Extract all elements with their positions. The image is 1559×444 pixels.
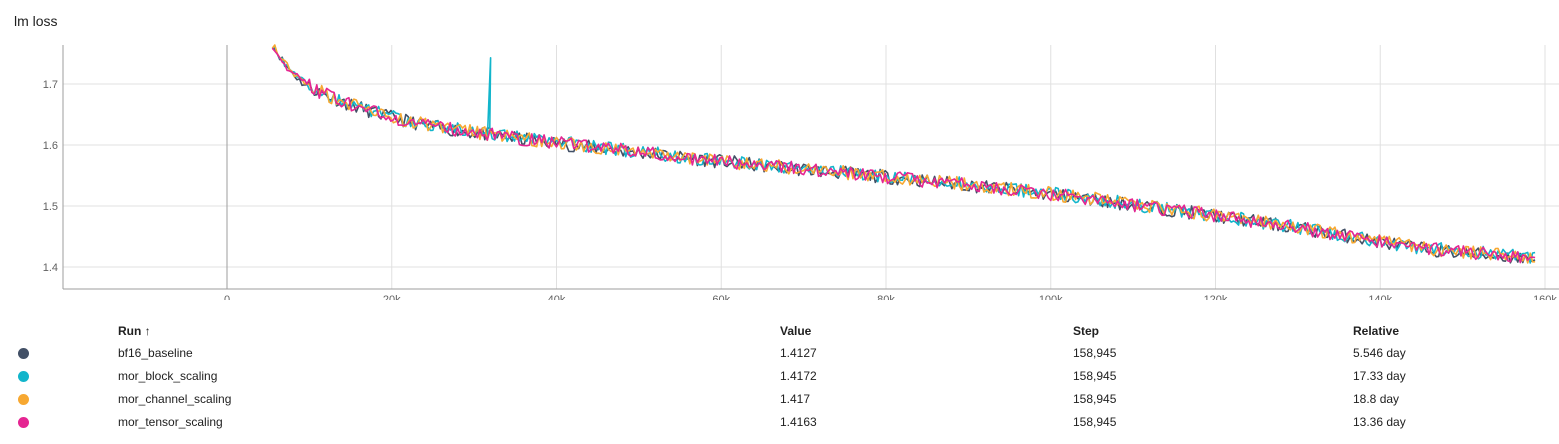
run-value: 1.4127 xyxy=(780,346,817,360)
run-name: mor_channel_scaling xyxy=(118,392,232,406)
run-color-swatch xyxy=(18,417,29,428)
table-row[interactable]: mor_channel_scaling 1.417 158,945 18.8 d… xyxy=(0,389,1559,411)
run-relative: 5.546 day xyxy=(1353,346,1406,360)
run-step: 158,945 xyxy=(1073,415,1117,429)
run-step: 158,945 xyxy=(1073,369,1117,383)
run-relative: 13.36 day xyxy=(1353,415,1406,429)
run-value: 1.417 xyxy=(780,392,811,406)
x-tick-label: 60k xyxy=(712,294,730,300)
run-name: mor_tensor_scaling xyxy=(118,415,223,429)
run-step: 158,945 xyxy=(1073,346,1117,360)
series-line-mor_channel_scaling xyxy=(271,44,1536,264)
chart-title: lm loss xyxy=(14,13,58,29)
x-tick-label: 20k xyxy=(383,294,401,300)
header-run[interactable]: Run ↑ xyxy=(118,324,151,338)
series-line-mor_tensor_scaling xyxy=(271,47,1536,264)
series-line-bf16_baseline xyxy=(272,47,1536,264)
x-tick-label: 0 xyxy=(224,294,230,300)
axes xyxy=(62,45,1559,290)
y-tick-label: 1.7 xyxy=(43,79,58,91)
table-row[interactable]: mor_tensor_scaling 1.4163 158,945 13.36 … xyxy=(0,412,1559,434)
loss-chart[interactable]: 1.4 1.5 1.6 1.7 0 20k 40k 60k 80k 100k 120k 140k 160… xyxy=(0,0,1559,300)
series-lines xyxy=(271,44,1536,264)
header-step[interactable]: Step xyxy=(1073,324,1100,338)
y-tick-label: 1.5 xyxy=(43,201,58,213)
run-name: bf16_baseline xyxy=(118,346,193,360)
run-color-swatch xyxy=(18,371,29,382)
x-tick-label: 80k xyxy=(877,294,895,300)
header-value[interactable]: Value xyxy=(780,324,812,338)
run-relative: 18.8 day xyxy=(1353,392,1400,406)
table-row[interactable]: mor_block_scaling 1.4172 158,945 17.33 d… xyxy=(0,366,1559,388)
header-relative[interactable]: Relative xyxy=(1353,324,1400,338)
x-tick-label: 140k xyxy=(1368,294,1392,300)
x-tick-label: 120k xyxy=(1204,294,1228,300)
run-relative: 17.33 day xyxy=(1353,369,1406,383)
run-color-swatch xyxy=(18,394,29,405)
x-tick-label: 100k xyxy=(1039,294,1063,300)
run-value: 1.4163 xyxy=(780,415,817,429)
run-color-swatch xyxy=(18,348,29,359)
tick-labels: 1.4 1.5 1.6 1.7 0 20k 40k 60k 80k 100k 120k 140k 160… xyxy=(43,79,1558,300)
x-tick-label: 160k xyxy=(1533,294,1557,300)
y-tick-label: 1.6 xyxy=(43,140,58,152)
run-step: 158,945 xyxy=(1073,392,1117,406)
run-value: 1.4172 xyxy=(780,369,817,383)
table-row[interactable]: bf16_baseline 1.4127 158,945 5.546 day xyxy=(0,343,1559,365)
run-name: mor_block_scaling xyxy=(118,369,218,383)
x-tick-label: 40k xyxy=(548,294,566,300)
grid xyxy=(63,45,1559,289)
y-tick-label: 1.4 xyxy=(43,262,58,274)
